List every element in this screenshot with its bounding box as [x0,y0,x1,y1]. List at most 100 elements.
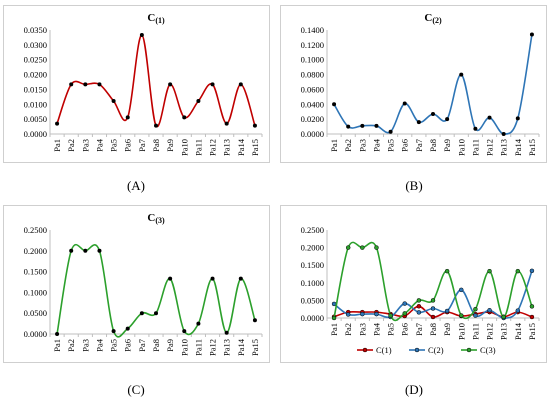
data-point [430,298,436,303]
x-tick-label: Pa4 [94,338,104,352]
data-point [83,82,88,87]
y-tick-label: 0.0000 [24,129,47,139]
y-tick-label: 0.0400 [301,99,324,109]
x-tick-label: Pa8 [428,139,438,152]
y-tick-label: 0.0600 [301,84,324,94]
y-tick-label: 0.1000 [301,278,324,288]
series-line-C(3) [56,243,256,338]
legend-label: C(2) [428,345,444,355]
data-point [196,99,201,104]
data-point [331,301,337,307]
x-tick-label: Pa13 [222,339,232,356]
chart-title: C(2) [424,12,442,25]
x-tick-label: Pa10 [179,139,189,156]
x-tick-label: Pa15 [250,339,260,356]
series-line-C(2) [333,34,533,135]
data-point [374,311,379,317]
data-point [430,306,436,311]
y-tick-label: 0.0200 [24,70,47,80]
x-tick-label: Pa14 [236,338,246,356]
y-tick-label: 0.0100 [24,99,47,109]
data-point [97,82,102,87]
x-tick-label: Pa2 [66,339,76,352]
x-tick-label: Pa5 [386,139,396,152]
y-tick-label: 0.1200 [301,40,324,50]
caption-d: (D) [404,382,424,397]
data-point [416,310,422,315]
panel-b-frame: C(2) 0.0000 0.0200 0.0400 0.0600 0.0800 0.1000… [280,5,547,163]
caption-c: (C) [127,382,145,397]
data-point [529,314,535,320]
data-point [345,312,351,317]
data-point [55,121,60,126]
x-tick-label: Pa9 [442,323,452,336]
x-tick-label: Pa11 [470,139,480,156]
chart-a: C(1) 0.0000 0.0050 0.0100 0.0150 0.0200 0.0250… [24,12,263,156]
y-tick-label: 0.0500 [24,308,47,318]
data-point [473,126,478,131]
data-point [360,123,365,128]
x-tick-label: Pa9 [165,339,175,352]
chart-d: 0.0000 0.0500 0.1000 0.1500 0.2000 0.2500 Pa1 P… [301,225,540,355]
legend-marker [414,347,420,353]
data-point [473,306,478,312]
data-point [125,326,130,331]
x-tick-label: Pa1 [329,139,339,152]
x-tick-label: Pa4 [94,138,104,152]
x-tick-label: Pa9 [442,139,452,152]
panel-c-frame: C(3) 0.0000 0.0500 0.1000 0.1500 0.2000 0.2500… [3,205,270,363]
data-point [388,313,393,318]
data-point [388,129,393,134]
data-point [501,314,506,320]
y-tick-label: 0.0250 [24,55,47,65]
x-tick-label: Pa12 [208,139,218,156]
x-tick-label: Pa3 [357,323,367,336]
x-tick-label: Pa11 [193,139,203,156]
data-point [345,245,351,250]
data-point [402,101,407,106]
x-tick-label: Pa7 [414,139,424,152]
x-tick-label: Pa12 [485,323,495,340]
data-point [529,32,534,37]
y-tick-label: 0.0150 [24,84,47,94]
panel-a-frame: C(1) 0.0000 0.0050 0.0100 0.0150 0.0200 0.0250… [3,5,270,163]
panel-d-frame: 0.0000 0.0500 0.1000 0.1500 0.2000 0.2500 Pa1 P… [280,205,547,363]
y-tick-label: 0.1000 [301,55,324,65]
data-point [111,329,116,334]
y-tick-label: 0.2500 [24,225,47,235]
x-tick-label: Pa1 [52,139,62,152]
data-point [210,82,215,87]
data-point [459,313,464,318]
y-tick-label: 0.0200 [301,114,324,124]
y-tick-label: 0.0000 [301,313,324,323]
x-tick-label: Pa8 [151,139,161,152]
data-point [430,314,436,320]
data-point [416,304,422,309]
x-tick-label: Pa2 [343,323,353,336]
data-point [210,276,215,281]
y-tick-label: 0.0000 [24,329,47,339]
data-point [487,268,492,274]
x-tick-label: Pa1 [329,323,339,336]
x-tick-label: Pa3 [357,139,367,152]
x-tick-label: Pa5 [109,139,119,152]
x-tick-label: Pa2 [66,139,76,152]
data-point [69,248,74,253]
x-tick-label: Pa14 [236,138,246,156]
y-tick-label: 0.1500 [301,260,324,270]
data-point [252,123,257,128]
data-point [111,99,116,104]
x-tick-label: Pa2 [343,139,353,152]
data-point [224,121,229,126]
x-tick-label: Pa13 [222,139,232,156]
data-point [445,117,450,122]
x-tick-label: Pa15 [527,139,537,156]
data-point [139,33,144,38]
x-tick-label: Pa14 [513,322,523,340]
caption-b: (B) [405,178,423,193]
x-tick-label: Pa10 [179,339,189,356]
data-point [374,245,379,250]
x-tick-label: Pa3 [80,139,90,152]
x-tick-label: Pa12 [208,339,218,356]
x-tick-label: Pa13 [499,139,509,156]
